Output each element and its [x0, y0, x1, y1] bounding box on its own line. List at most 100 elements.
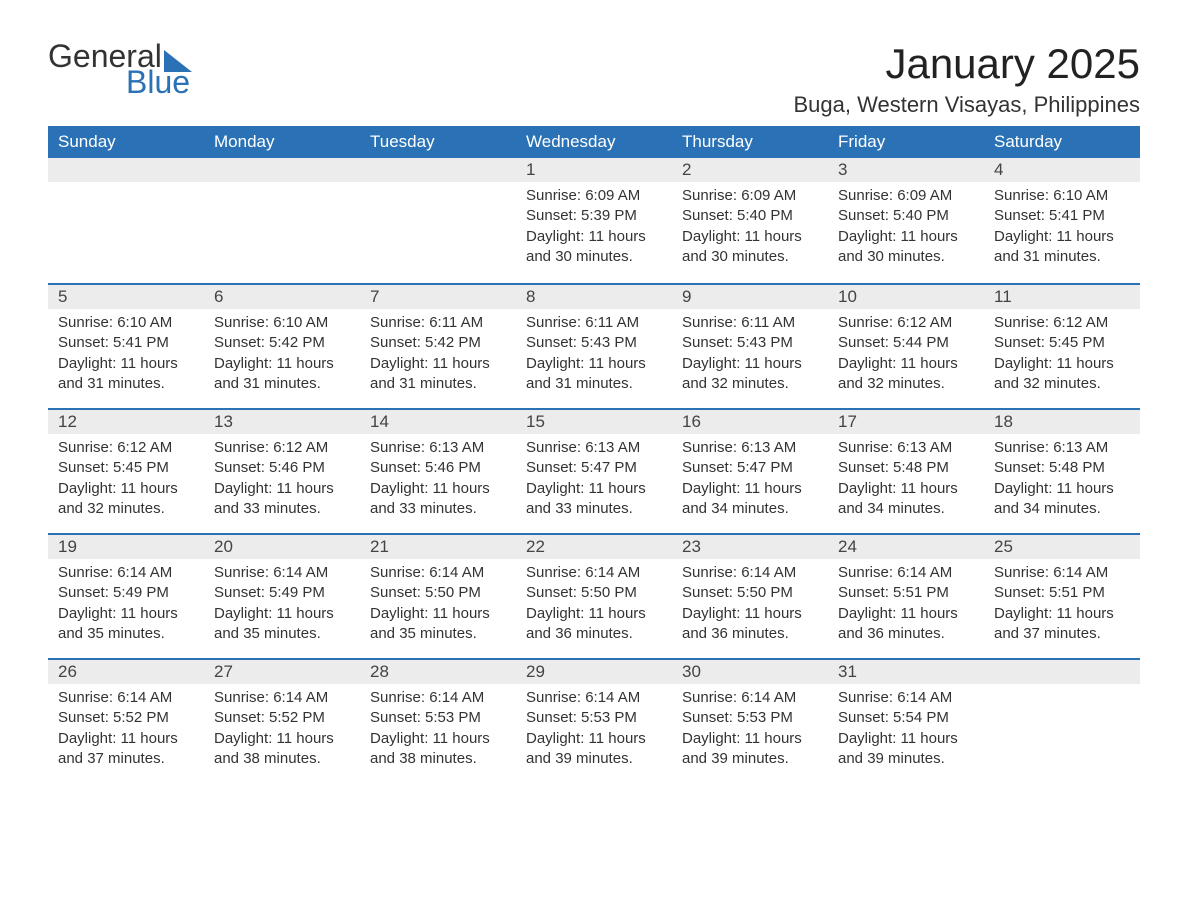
- day-details: Sunrise: 6:10 AMSunset: 5:42 PMDaylight:…: [204, 309, 360, 402]
- calendar-week-row: 12Sunrise: 6:12 AMSunset: 5:45 PMDayligh…: [48, 408, 1140, 533]
- weekday-header: Saturday: [984, 126, 1140, 158]
- day-number: 18: [984, 408, 1140, 434]
- logo: General Blue: [48, 40, 192, 98]
- day-number: 4: [984, 158, 1140, 182]
- day-details: Sunrise: 6:14 AMSunset: 5:49 PMDaylight:…: [204, 559, 360, 652]
- day-details: Sunrise: 6:13 AMSunset: 5:48 PMDaylight:…: [828, 434, 984, 527]
- day-number: 2: [672, 158, 828, 182]
- location-subtitle: Buga, Western Visayas, Philippines: [794, 92, 1141, 118]
- weekday-header: Monday: [204, 126, 360, 158]
- day-number: 25: [984, 533, 1140, 559]
- day-number: 24: [828, 533, 984, 559]
- weekday-header: Wednesday: [516, 126, 672, 158]
- day-number: [48, 158, 204, 182]
- day-number: 21: [360, 533, 516, 559]
- day-number: 9: [672, 283, 828, 309]
- calendar-day-cell: 20Sunrise: 6:14 AMSunset: 5:49 PMDayligh…: [204, 533, 360, 658]
- day-details: Sunrise: 6:09 AMSunset: 5:40 PMDaylight:…: [828, 182, 984, 275]
- calendar-week-row: 5Sunrise: 6:10 AMSunset: 5:41 PMDaylight…: [48, 283, 1140, 408]
- day-number: 13: [204, 408, 360, 434]
- calendar-day-cell: 29Sunrise: 6:14 AMSunset: 5:53 PMDayligh…: [516, 658, 672, 783]
- day-number: 5: [48, 283, 204, 309]
- calendar-day-cell: 28Sunrise: 6:14 AMSunset: 5:53 PMDayligh…: [360, 658, 516, 783]
- day-details: Sunrise: 6:14 AMSunset: 5:52 PMDaylight:…: [204, 684, 360, 777]
- calendar-day-cell: 24Sunrise: 6:14 AMSunset: 5:51 PMDayligh…: [828, 533, 984, 658]
- day-number: 7: [360, 283, 516, 309]
- calendar-body: 1Sunrise: 6:09 AMSunset: 5:39 PMDaylight…: [48, 158, 1140, 783]
- day-number: 10: [828, 283, 984, 309]
- day-details: Sunrise: 6:09 AMSunset: 5:39 PMDaylight:…: [516, 182, 672, 275]
- calendar-day-cell: 9Sunrise: 6:11 AMSunset: 5:43 PMDaylight…: [672, 283, 828, 408]
- day-details: Sunrise: 6:14 AMSunset: 5:50 PMDaylight:…: [516, 559, 672, 652]
- weekday-header-row: SundayMondayTuesdayWednesdayThursdayFrid…: [48, 126, 1140, 158]
- day-number: 26: [48, 658, 204, 684]
- day-details: Sunrise: 6:12 AMSunset: 5:45 PMDaylight:…: [984, 309, 1140, 402]
- day-details: Sunrise: 6:11 AMSunset: 5:42 PMDaylight:…: [360, 309, 516, 402]
- calendar-day-cell: 31Sunrise: 6:14 AMSunset: 5:54 PMDayligh…: [828, 658, 984, 783]
- calendar-table: SundayMondayTuesdayWednesdayThursdayFrid…: [48, 126, 1140, 783]
- day-details: Sunrise: 6:14 AMSunset: 5:53 PMDaylight:…: [516, 684, 672, 777]
- calendar-day-cell: 15Sunrise: 6:13 AMSunset: 5:47 PMDayligh…: [516, 408, 672, 533]
- day-details: Sunrise: 6:13 AMSunset: 5:47 PMDaylight:…: [672, 434, 828, 527]
- weekday-header: Tuesday: [360, 126, 516, 158]
- day-details: Sunrise: 6:14 AMSunset: 5:54 PMDaylight:…: [828, 684, 984, 777]
- calendar-day-cell: [360, 158, 516, 283]
- day-number: 16: [672, 408, 828, 434]
- day-number: 28: [360, 658, 516, 684]
- day-details: Sunrise: 6:09 AMSunset: 5:40 PMDaylight:…: [672, 182, 828, 275]
- weekday-header: Thursday: [672, 126, 828, 158]
- calendar-week-row: 19Sunrise: 6:14 AMSunset: 5:49 PMDayligh…: [48, 533, 1140, 658]
- calendar-day-cell: [48, 158, 204, 283]
- day-details: Sunrise: 6:11 AMSunset: 5:43 PMDaylight:…: [672, 309, 828, 402]
- day-details: Sunrise: 6:14 AMSunset: 5:53 PMDaylight:…: [672, 684, 828, 777]
- calendar-day-cell: 17Sunrise: 6:13 AMSunset: 5:48 PMDayligh…: [828, 408, 984, 533]
- day-details: [984, 684, 1140, 766]
- calendar-day-cell: 18Sunrise: 6:13 AMSunset: 5:48 PMDayligh…: [984, 408, 1140, 533]
- calendar-day-cell: 1Sunrise: 6:09 AMSunset: 5:39 PMDaylight…: [516, 158, 672, 283]
- day-number: 23: [672, 533, 828, 559]
- calendar-week-row: 26Sunrise: 6:14 AMSunset: 5:52 PMDayligh…: [48, 658, 1140, 783]
- calendar-week-row: 1Sunrise: 6:09 AMSunset: 5:39 PMDaylight…: [48, 158, 1140, 283]
- day-number: 8: [516, 283, 672, 309]
- page-header: General Blue January 2025 Buga, Western …: [48, 40, 1140, 118]
- weekday-header: Sunday: [48, 126, 204, 158]
- calendar-day-cell: 25Sunrise: 6:14 AMSunset: 5:51 PMDayligh…: [984, 533, 1140, 658]
- calendar-day-cell: 4Sunrise: 6:10 AMSunset: 5:41 PMDaylight…: [984, 158, 1140, 283]
- day-details: Sunrise: 6:14 AMSunset: 5:49 PMDaylight:…: [48, 559, 204, 652]
- day-details: Sunrise: 6:14 AMSunset: 5:51 PMDaylight:…: [828, 559, 984, 652]
- calendar-day-cell: 8Sunrise: 6:11 AMSunset: 5:43 PMDaylight…: [516, 283, 672, 408]
- day-details: Sunrise: 6:14 AMSunset: 5:53 PMDaylight:…: [360, 684, 516, 777]
- calendar-day-cell: 30Sunrise: 6:14 AMSunset: 5:53 PMDayligh…: [672, 658, 828, 783]
- day-details: Sunrise: 6:10 AMSunset: 5:41 PMDaylight:…: [984, 182, 1140, 275]
- month-title: January 2025: [794, 40, 1141, 88]
- day-number: 31: [828, 658, 984, 684]
- calendar-day-cell: 19Sunrise: 6:14 AMSunset: 5:49 PMDayligh…: [48, 533, 204, 658]
- day-details: Sunrise: 6:14 AMSunset: 5:52 PMDaylight:…: [48, 684, 204, 777]
- day-details: Sunrise: 6:11 AMSunset: 5:43 PMDaylight:…: [516, 309, 672, 402]
- calendar-day-cell: 11Sunrise: 6:12 AMSunset: 5:45 PMDayligh…: [984, 283, 1140, 408]
- day-details: [204, 182, 360, 264]
- calendar-day-cell: 5Sunrise: 6:10 AMSunset: 5:41 PMDaylight…: [48, 283, 204, 408]
- day-number: 22: [516, 533, 672, 559]
- logo-word2: Blue: [126, 66, 192, 98]
- day-number: 29: [516, 658, 672, 684]
- day-number: 3: [828, 158, 984, 182]
- calendar-day-cell: [984, 658, 1140, 783]
- calendar-day-cell: 21Sunrise: 6:14 AMSunset: 5:50 PMDayligh…: [360, 533, 516, 658]
- calendar-day-cell: 12Sunrise: 6:12 AMSunset: 5:45 PMDayligh…: [48, 408, 204, 533]
- calendar-day-cell: 7Sunrise: 6:11 AMSunset: 5:42 PMDaylight…: [360, 283, 516, 408]
- day-number: 1: [516, 158, 672, 182]
- calendar-day-cell: 2Sunrise: 6:09 AMSunset: 5:40 PMDaylight…: [672, 158, 828, 283]
- calendar-day-cell: 16Sunrise: 6:13 AMSunset: 5:47 PMDayligh…: [672, 408, 828, 533]
- day-number: [204, 158, 360, 182]
- day-number: 11: [984, 283, 1140, 309]
- day-details: Sunrise: 6:10 AMSunset: 5:41 PMDaylight:…: [48, 309, 204, 402]
- calendar-day-cell: 14Sunrise: 6:13 AMSunset: 5:46 PMDayligh…: [360, 408, 516, 533]
- day-number: 20: [204, 533, 360, 559]
- day-number: 27: [204, 658, 360, 684]
- day-details: Sunrise: 6:12 AMSunset: 5:45 PMDaylight:…: [48, 434, 204, 527]
- calendar-day-cell: 3Sunrise: 6:09 AMSunset: 5:40 PMDaylight…: [828, 158, 984, 283]
- day-number: [984, 658, 1140, 684]
- day-details: Sunrise: 6:14 AMSunset: 5:51 PMDaylight:…: [984, 559, 1140, 652]
- day-details: Sunrise: 6:12 AMSunset: 5:46 PMDaylight:…: [204, 434, 360, 527]
